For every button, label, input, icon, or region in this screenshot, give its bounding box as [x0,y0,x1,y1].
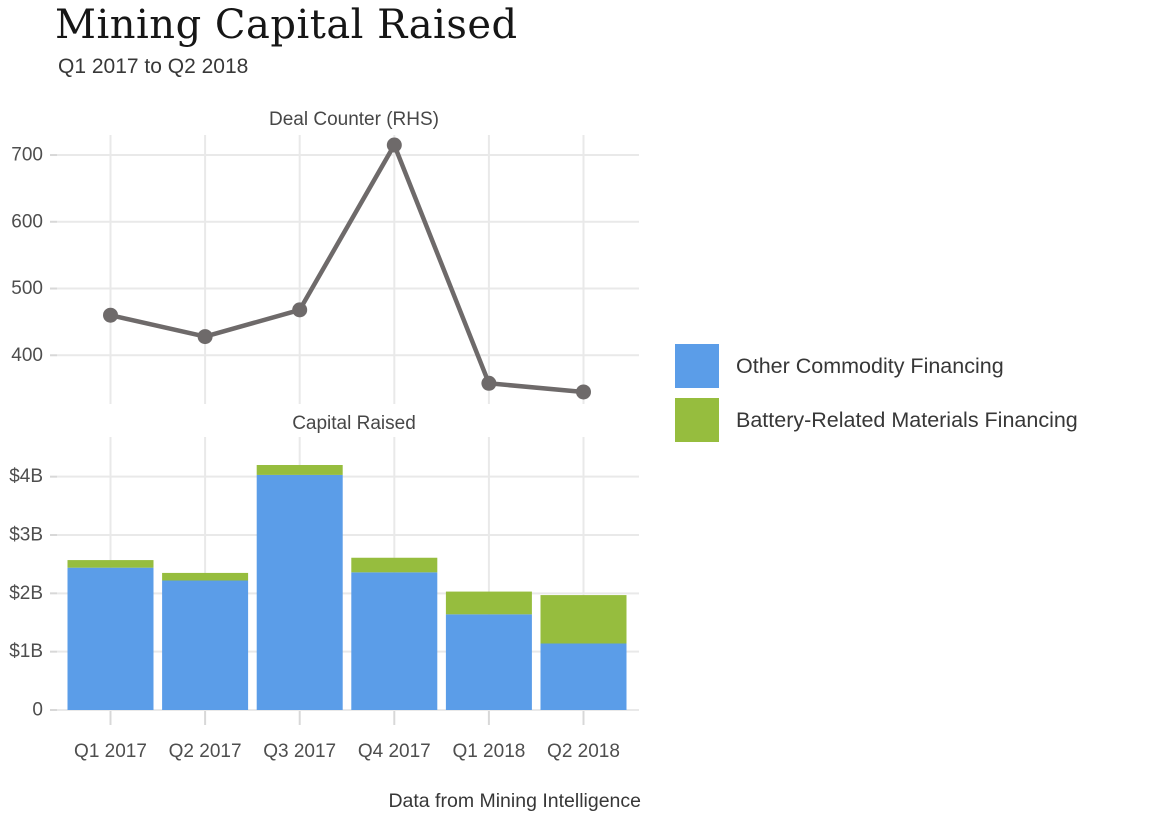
y-tick-label: 600 [11,211,43,232]
bar-segment-battery-materials [445,591,532,615]
legend-label: Battery-Related Materials Financing [736,407,1078,432]
green-swatch-icon [675,398,719,442]
y-tick-label: $3B [9,525,43,546]
legend-item-battery-materials: Battery-Related Materials Financing [675,398,1078,442]
deal-counter-line [110,142,584,395]
data-source-caption: Data from Mining Intelligence [388,790,641,812]
line-chart-title: Deal Counter (RHS) [269,109,439,130]
bar-segment-other-commodity [162,580,249,710]
line-chart: 400 500 600 700 [11,135,639,404]
page-subtitle: Q1 2017 to Q2 2018 [58,55,249,78]
y-tick-label: $1B [9,641,43,662]
x-tick-label: Q1 2018 [452,741,525,762]
y-tick-label: 700 [11,145,43,166]
legend-label: Other Commodity Financing [736,353,1004,378]
bar-segment-battery-materials [67,560,154,568]
bar-chart: 0 $1B $2B $3B $4B Q1 2017 Q2 2017 Q3 2017 Q4 201… [9,437,639,762]
bar-segment-other-commodity [256,474,343,710]
x-tick-label: Q2 2018 [547,741,620,762]
line-point [576,384,591,400]
y-tick-label: 400 [11,345,43,366]
line-point [386,137,402,153]
y-tick-label: $2B [9,583,43,604]
y-tick-label: 0 [32,700,43,721]
bar-segment-battery-materials [540,595,627,644]
bar-segment-battery-materials [256,465,343,475]
bar-segment-other-commodity [67,567,154,710]
line-point [292,302,308,318]
line-point [103,307,118,323]
legend-item-other-commodity: Other Commodity Financing [675,344,1078,388]
x-tick-label: Q3 2017 [263,741,336,762]
x-tick-label: Q1 2017 [74,741,147,762]
bar-segment-battery-materials [162,572,249,581]
bar-segment-other-commodity [540,643,627,710]
y-tick-label: $4B [9,466,43,487]
line-point [481,375,497,391]
bar-segment-other-commodity [445,614,532,710]
page-title: Mining Capital Raised [55,2,518,48]
x-tick-label: Q2 2017 [169,741,242,762]
y-tick-label: 500 [11,278,43,299]
x-tick-label: Q4 2017 [358,741,431,762]
blue-swatch-icon [675,344,719,388]
legend: Other Commodity Financing Battery-Relate… [675,344,1078,442]
bar-segment-other-commodity [351,572,438,710]
line-point [197,329,213,345]
bar-segment-battery-materials [351,557,438,573]
bar-chart-title: Capital Raised [292,413,416,434]
